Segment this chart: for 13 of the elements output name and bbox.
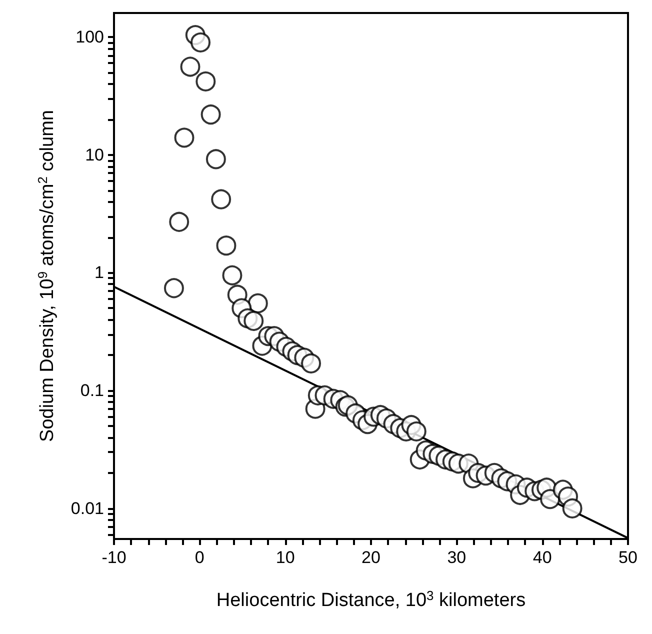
- x-tick-label: -10: [102, 548, 126, 567]
- x-tick-label: 20: [362, 548, 380, 567]
- x-tick-label: 30: [447, 548, 466, 567]
- y-tick-label: 10: [85, 145, 104, 164]
- y-tick-label: 100: [76, 28, 104, 47]
- x-tick-label: 40: [532, 548, 552, 567]
- y-tick-label: 0.1: [80, 381, 104, 400]
- x-tick-label: 10: [276, 548, 295, 567]
- x-tick-label: 50: [618, 548, 638, 567]
- y-axis-title: Sodium Density, 109 atoms/cm2 column: [35, 110, 58, 442]
- x-tick-label: 0: [194, 548, 204, 567]
- y-tick-label: 1: [94, 263, 104, 282]
- y-tick-label: 0.01: [70, 498, 104, 518]
